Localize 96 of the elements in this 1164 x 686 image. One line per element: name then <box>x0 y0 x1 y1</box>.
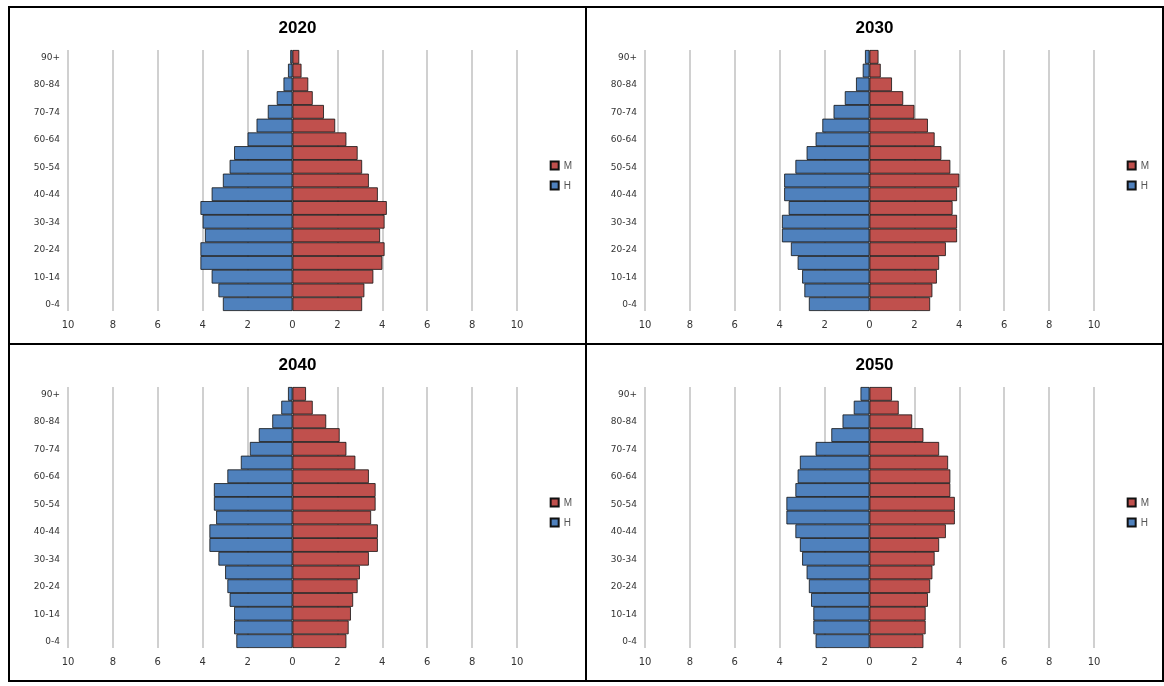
y-tick-label: 10-14 <box>33 608 61 619</box>
y-tick-label: 60-64 <box>33 134 61 145</box>
x-tick-label: 4 <box>199 318 206 330</box>
y-tick-label: 30-34 <box>33 216 61 227</box>
y-tick-label: 20-24 <box>33 581 61 592</box>
x-tick-label: 10 <box>638 318 652 330</box>
y-tick-label: 60-64 <box>610 471 638 482</box>
chart-title: 2050 <box>855 355 894 374</box>
y-tick-label: 10-14 <box>610 608 638 619</box>
x-tick-label: 8 <box>109 655 117 667</box>
x-tick-label: 2 <box>244 655 251 667</box>
y-tick-label: 70-74 <box>610 443 638 454</box>
y-tick-label: 50-54 <box>33 498 61 509</box>
x-tick-label: 8 <box>686 655 694 667</box>
legend-label: M <box>1140 497 1150 508</box>
legend-label: H <box>563 517 571 528</box>
x-tick-label: 4 <box>776 318 783 330</box>
x-tick-label: 6 <box>154 655 161 667</box>
y-tick-label: 80-84 <box>610 79 638 90</box>
y-tick-label: 60-64 <box>610 134 638 145</box>
y-tick-label: 40-44 <box>33 526 61 537</box>
y-tick-label: 90+ <box>41 51 60 62</box>
y-tick-label: 70-74 <box>33 443 61 454</box>
x-tick-label: 4 <box>199 655 206 667</box>
chart-title: 2030 <box>855 18 894 37</box>
legend-label: H <box>1140 517 1148 528</box>
y-tick-label: 90+ <box>41 388 60 399</box>
x-tick-label: 10 <box>638 655 652 667</box>
x-tick-label: 6 <box>731 655 738 667</box>
x-tick-label: 8 <box>468 318 476 330</box>
x-tick-label: 0 <box>866 318 873 330</box>
x-tick-label: 4 <box>956 318 963 330</box>
x-tick-label: 2 <box>334 655 341 667</box>
y-tick-label: 30-34 <box>33 553 61 564</box>
x-tick-label: 6 <box>1001 318 1008 330</box>
x-tick-label: 4 <box>776 655 783 667</box>
y-tick-label: 70-74 <box>610 106 638 117</box>
y-tick-label: 40-44 <box>610 189 638 200</box>
x-tick-label: 10 <box>1087 655 1101 667</box>
x-tick-label: 2 <box>821 318 828 330</box>
chart-title: 2020 <box>278 18 317 37</box>
x-tick-label: 8 <box>468 655 476 667</box>
x-tick-label: 8 <box>1045 655 1053 667</box>
x-tick-label: 6 <box>424 318 431 330</box>
x-tick-label: 2 <box>821 655 828 667</box>
x-tick-label: 8 <box>109 318 117 330</box>
x-tick-label: 6 <box>424 655 431 667</box>
y-tick-label: 50-54 <box>33 161 61 172</box>
y-tick-label: 20-24 <box>610 244 638 255</box>
legend-label: M <box>563 160 573 171</box>
x-tick-label: 6 <box>1001 655 1008 667</box>
x-tick-label: 10 <box>510 655 524 667</box>
x-tick-label: 4 <box>379 655 386 667</box>
x-tick-label: 2 <box>244 318 251 330</box>
y-tick-label: 0-4 <box>622 636 638 647</box>
y-tick-label: 0-4 <box>622 299 638 310</box>
y-tick-label: 90+ <box>618 51 637 62</box>
y-tick-label: 50-54 <box>610 161 638 172</box>
x-tick-label: 6 <box>731 318 738 330</box>
y-tick-label: 40-44 <box>33 189 61 200</box>
y-tick-label: 30-34 <box>610 553 638 564</box>
x-tick-label: 2 <box>911 655 918 667</box>
y-tick-label: 40-44 <box>610 526 638 537</box>
x-tick-label: 2 <box>911 318 918 330</box>
y-tick-label: 80-84 <box>33 79 61 90</box>
x-tick-label: 0 <box>289 655 296 667</box>
y-tick-label: 30-34 <box>610 216 638 227</box>
legend-label: H <box>1140 180 1148 191</box>
legend-label: H <box>563 180 571 191</box>
legend-label: M <box>563 497 573 508</box>
y-tick-label: 10-14 <box>33 271 61 282</box>
legend-label: M <box>1140 160 1150 171</box>
x-tick-label: 10 <box>61 655 75 667</box>
x-tick-label: 4 <box>379 318 386 330</box>
y-tick-label: 80-84 <box>33 416 61 427</box>
y-tick-label: 0-4 <box>45 299 61 310</box>
x-tick-label: 10 <box>1087 318 1101 330</box>
x-tick-label: 10 <box>510 318 524 330</box>
y-tick-label: 20-24 <box>610 581 638 592</box>
y-tick-label: 50-54 <box>610 498 638 509</box>
x-tick-label: 6 <box>154 318 161 330</box>
x-tick-label: 4 <box>956 655 963 667</box>
y-tick-label: 0-4 <box>45 636 61 647</box>
x-tick-label: 8 <box>1045 318 1053 330</box>
y-tick-label: 90+ <box>618 388 637 399</box>
y-tick-label: 20-24 <box>33 244 61 255</box>
x-tick-label: 2 <box>334 318 341 330</box>
x-tick-label: 8 <box>686 318 694 330</box>
y-tick-label: 60-64 <box>33 471 61 482</box>
y-tick-label: 10-14 <box>610 271 638 282</box>
x-tick-label: 10 <box>61 318 75 330</box>
chart-title: 2040 <box>278 355 317 374</box>
x-tick-label: 0 <box>289 318 296 330</box>
y-tick-label: 80-84 <box>610 416 638 427</box>
x-tick-label: 0 <box>866 655 873 667</box>
y-tick-label: 70-74 <box>33 106 61 117</box>
